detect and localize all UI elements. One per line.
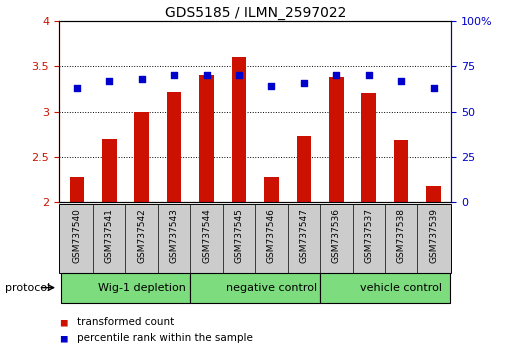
Point	[170, 73, 178, 78]
Text: GSM737545: GSM737545	[234, 209, 244, 263]
Point	[137, 76, 146, 82]
Text: GSM737540: GSM737540	[72, 209, 82, 263]
Title: GDS5185 / ILMN_2597022: GDS5185 / ILMN_2597022	[165, 6, 346, 20]
Text: GSM737536: GSM737536	[332, 209, 341, 263]
Point	[429, 85, 438, 91]
Point	[203, 73, 211, 78]
Bar	[167, 92, 182, 202]
Text: ◼: ◼	[59, 317, 68, 327]
Text: GSM737537: GSM737537	[364, 209, 373, 263]
Text: ◼: ◼	[59, 333, 68, 343]
Bar	[199, 75, 214, 202]
Point	[235, 73, 243, 78]
Text: negative control: negative control	[226, 282, 317, 293]
Text: Wig-1 depletion: Wig-1 depletion	[98, 282, 186, 293]
Bar	[264, 177, 279, 202]
Text: vehicle control: vehicle control	[360, 282, 442, 293]
Bar	[426, 187, 441, 202]
Bar	[362, 93, 376, 202]
Bar	[394, 141, 408, 202]
Text: GSM737539: GSM737539	[429, 209, 438, 263]
Bar	[70, 177, 84, 202]
Point	[300, 80, 308, 85]
Text: transformed count: transformed count	[77, 317, 174, 327]
Point	[73, 85, 81, 91]
Bar	[320, 273, 450, 303]
Point	[332, 73, 341, 78]
Bar	[61, 273, 190, 303]
Bar	[102, 138, 116, 202]
Text: GSM737544: GSM737544	[202, 209, 211, 263]
Text: GSM737538: GSM737538	[397, 209, 406, 263]
Bar	[190, 273, 320, 303]
Text: GSM737547: GSM737547	[300, 209, 308, 263]
Point	[105, 78, 113, 84]
Text: GSM737543: GSM737543	[170, 209, 179, 263]
Bar	[232, 57, 246, 202]
Text: GSM737546: GSM737546	[267, 209, 276, 263]
Point	[397, 78, 405, 84]
Text: GSM737541: GSM737541	[105, 209, 114, 263]
Text: percentile rank within the sample: percentile rank within the sample	[77, 333, 253, 343]
Text: GSM737542: GSM737542	[137, 209, 146, 263]
Bar	[297, 136, 311, 202]
Point	[267, 84, 275, 89]
Bar	[134, 112, 149, 202]
Point	[365, 73, 373, 78]
Text: protocol: protocol	[5, 282, 50, 293]
Bar	[329, 77, 344, 202]
